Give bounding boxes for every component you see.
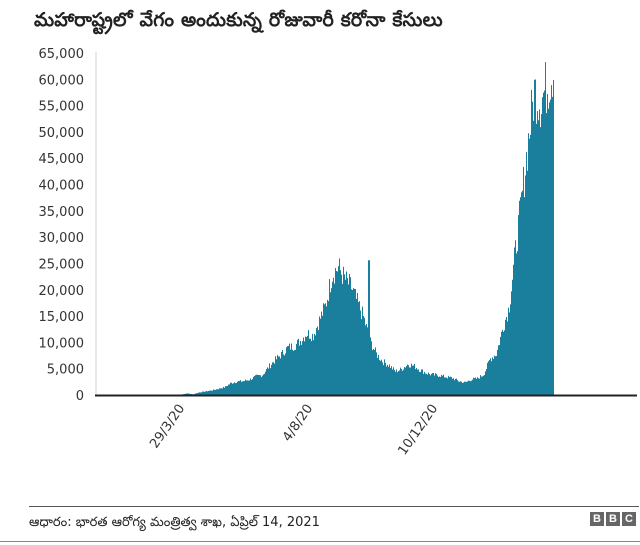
logo-letter-b2: B — [606, 512, 620, 526]
y-tick-label: 55,000 — [39, 100, 85, 115]
source-note: ఆధారం: భారత ఆరోగ్య మంత్రిత్వ శాఖ, ఏప్రిల… — [29, 515, 320, 530]
y-tick-label: 5,000 — [47, 363, 84, 378]
x-tick-label: 29/3/20 — [147, 402, 188, 452]
footer-divider — [29, 506, 639, 507]
bbc-logo: B B C — [590, 512, 636, 526]
y-tick-label: 65,000 — [39, 47, 85, 62]
y-axis: 0 5,000 10,000 15,000 20,000 25,000 30,000 35,0… — [39, 47, 85, 404]
x-axis: 29/3/20 4/8/20 10/12/20 — [147, 402, 441, 458]
logo-letter-b1: B — [590, 512, 604, 526]
chart-title: మహారాష్ట్రలో వేగం అందుకున్న రోజువారీ కరో… — [34, 9, 443, 31]
bottom-divider — [0, 541, 640, 542]
y-tick-label: 15,000 — [39, 310, 85, 325]
y-tick-label: 50,000 — [39, 126, 85, 141]
y-tick-label: 60,000 — [39, 73, 85, 88]
x-tick-label: 10/12/20 — [395, 402, 441, 458]
y-tick-label: 45,000 — [39, 152, 85, 167]
y-tick-label: 40,000 — [39, 179, 85, 194]
logo-letter-c: C — [622, 512, 636, 526]
x-tick-label: 4/8/20 — [280, 402, 316, 445]
y-tick-label: 35,000 — [39, 205, 85, 220]
y-tick-label: 0 — [76, 389, 84, 404]
y-tick-label: 25,000 — [39, 257, 85, 272]
y-tick-label: 30,000 — [39, 231, 85, 246]
daily-cases-bars — [180, 62, 554, 395]
y-tick-label: 10,000 — [39, 336, 85, 351]
chart-area: 0 5,000 10,000 15,000 20,000 25,000 30,000 35,0… — [39, 47, 637, 458]
y-tick-label: 20,000 — [39, 284, 85, 299]
